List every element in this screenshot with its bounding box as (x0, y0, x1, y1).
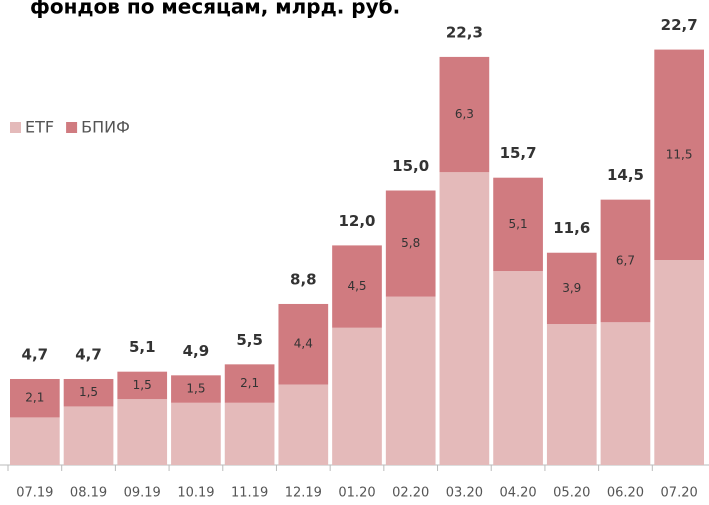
segment-label: 4,5 (347, 279, 366, 293)
segment-label: 3,9 (562, 281, 581, 295)
x-tick-label: 11.19 (231, 486, 268, 501)
bar-segment (385, 190, 436, 297)
bar-segment (278, 303, 329, 385)
segment-label: 11,5 (666, 147, 693, 161)
x-tick-label: 05.20 (553, 486, 590, 501)
segment-label: 6,3 (455, 107, 474, 121)
total-label: 12,0 (338, 212, 375, 230)
segment-label: 1,5 (133, 378, 152, 392)
x-tick-label: 12.19 (285, 486, 322, 501)
bar-segment (224, 402, 275, 465)
bar-segment (439, 172, 490, 465)
bar-segment (439, 56, 490, 173)
x-tick-label: 04.20 (499, 486, 536, 501)
segment-label: 4,4 (294, 337, 313, 351)
bar-segment (10, 378, 60, 418)
total-label: 4,7 (22, 345, 49, 363)
bar-segment (600, 322, 651, 465)
total-label: 15,7 (500, 144, 537, 162)
bar-segment (117, 371, 168, 400)
total-label: 8,8 (290, 270, 317, 288)
segment-label: 6,7 (616, 253, 635, 267)
bar-segment (224, 364, 275, 403)
bar-segment (654, 260, 704, 465)
bar-segment (493, 177, 543, 272)
bar-segment (63, 406, 114, 465)
x-tick-label: 09.19 (124, 486, 161, 501)
segment-label: 5,1 (509, 217, 528, 231)
x-tick-label: 02.20 (392, 486, 429, 501)
x-tick-label: 07.20 (661, 486, 698, 501)
bar-segment (117, 399, 168, 465)
bar-segment (332, 245, 382, 328)
chart-title: фондов по месяцам, млрд. руб. (30, 0, 400, 19)
bar-segment (10, 417, 60, 465)
total-label: 5,1 (129, 338, 156, 356)
total-label: 11,6 (553, 219, 590, 237)
x-tick-label: 06.20 (607, 486, 644, 501)
legend-label: БПИФ (81, 118, 130, 137)
total-label: 4,9 (183, 342, 210, 360)
total-label: 4,7 (75, 345, 102, 363)
total-label: 14,5 (607, 166, 644, 184)
segment-label: 2,1 (25, 391, 44, 405)
x-tick-label: 08.19 (70, 486, 107, 501)
legend-swatch (10, 122, 21, 133)
segment-label: 5,8 (401, 236, 420, 250)
x-tick-label: 03.20 (446, 486, 483, 501)
segment-label: 1,5 (186, 382, 205, 396)
bar-segment (546, 252, 597, 325)
x-tick-label: 01.20 (338, 486, 375, 501)
bar-segment (63, 378, 114, 407)
bar-segment (278, 384, 329, 465)
segment-label: 2,1 (240, 376, 259, 390)
bar-segment (171, 375, 221, 403)
bar-segment (493, 271, 543, 465)
bar-segment (546, 324, 597, 465)
bar-segment (171, 402, 221, 465)
legend-swatch (66, 122, 78, 133)
bar-segment (385, 296, 436, 465)
x-tick-label: 10.19 (177, 486, 214, 501)
legend-label: ETF (25, 118, 54, 137)
bar-segment (600, 199, 651, 323)
total-label: 22,7 (661, 16, 698, 34)
segment-label: 1,5 (79, 385, 98, 399)
total-label: 15,0 (392, 157, 429, 175)
bar-segment (654, 49, 704, 261)
total-label: 5,5 (236, 331, 263, 349)
bar-segment (332, 327, 382, 465)
x-tick-label: 07.19 (16, 486, 53, 501)
total-label: 22,3 (446, 23, 483, 41)
